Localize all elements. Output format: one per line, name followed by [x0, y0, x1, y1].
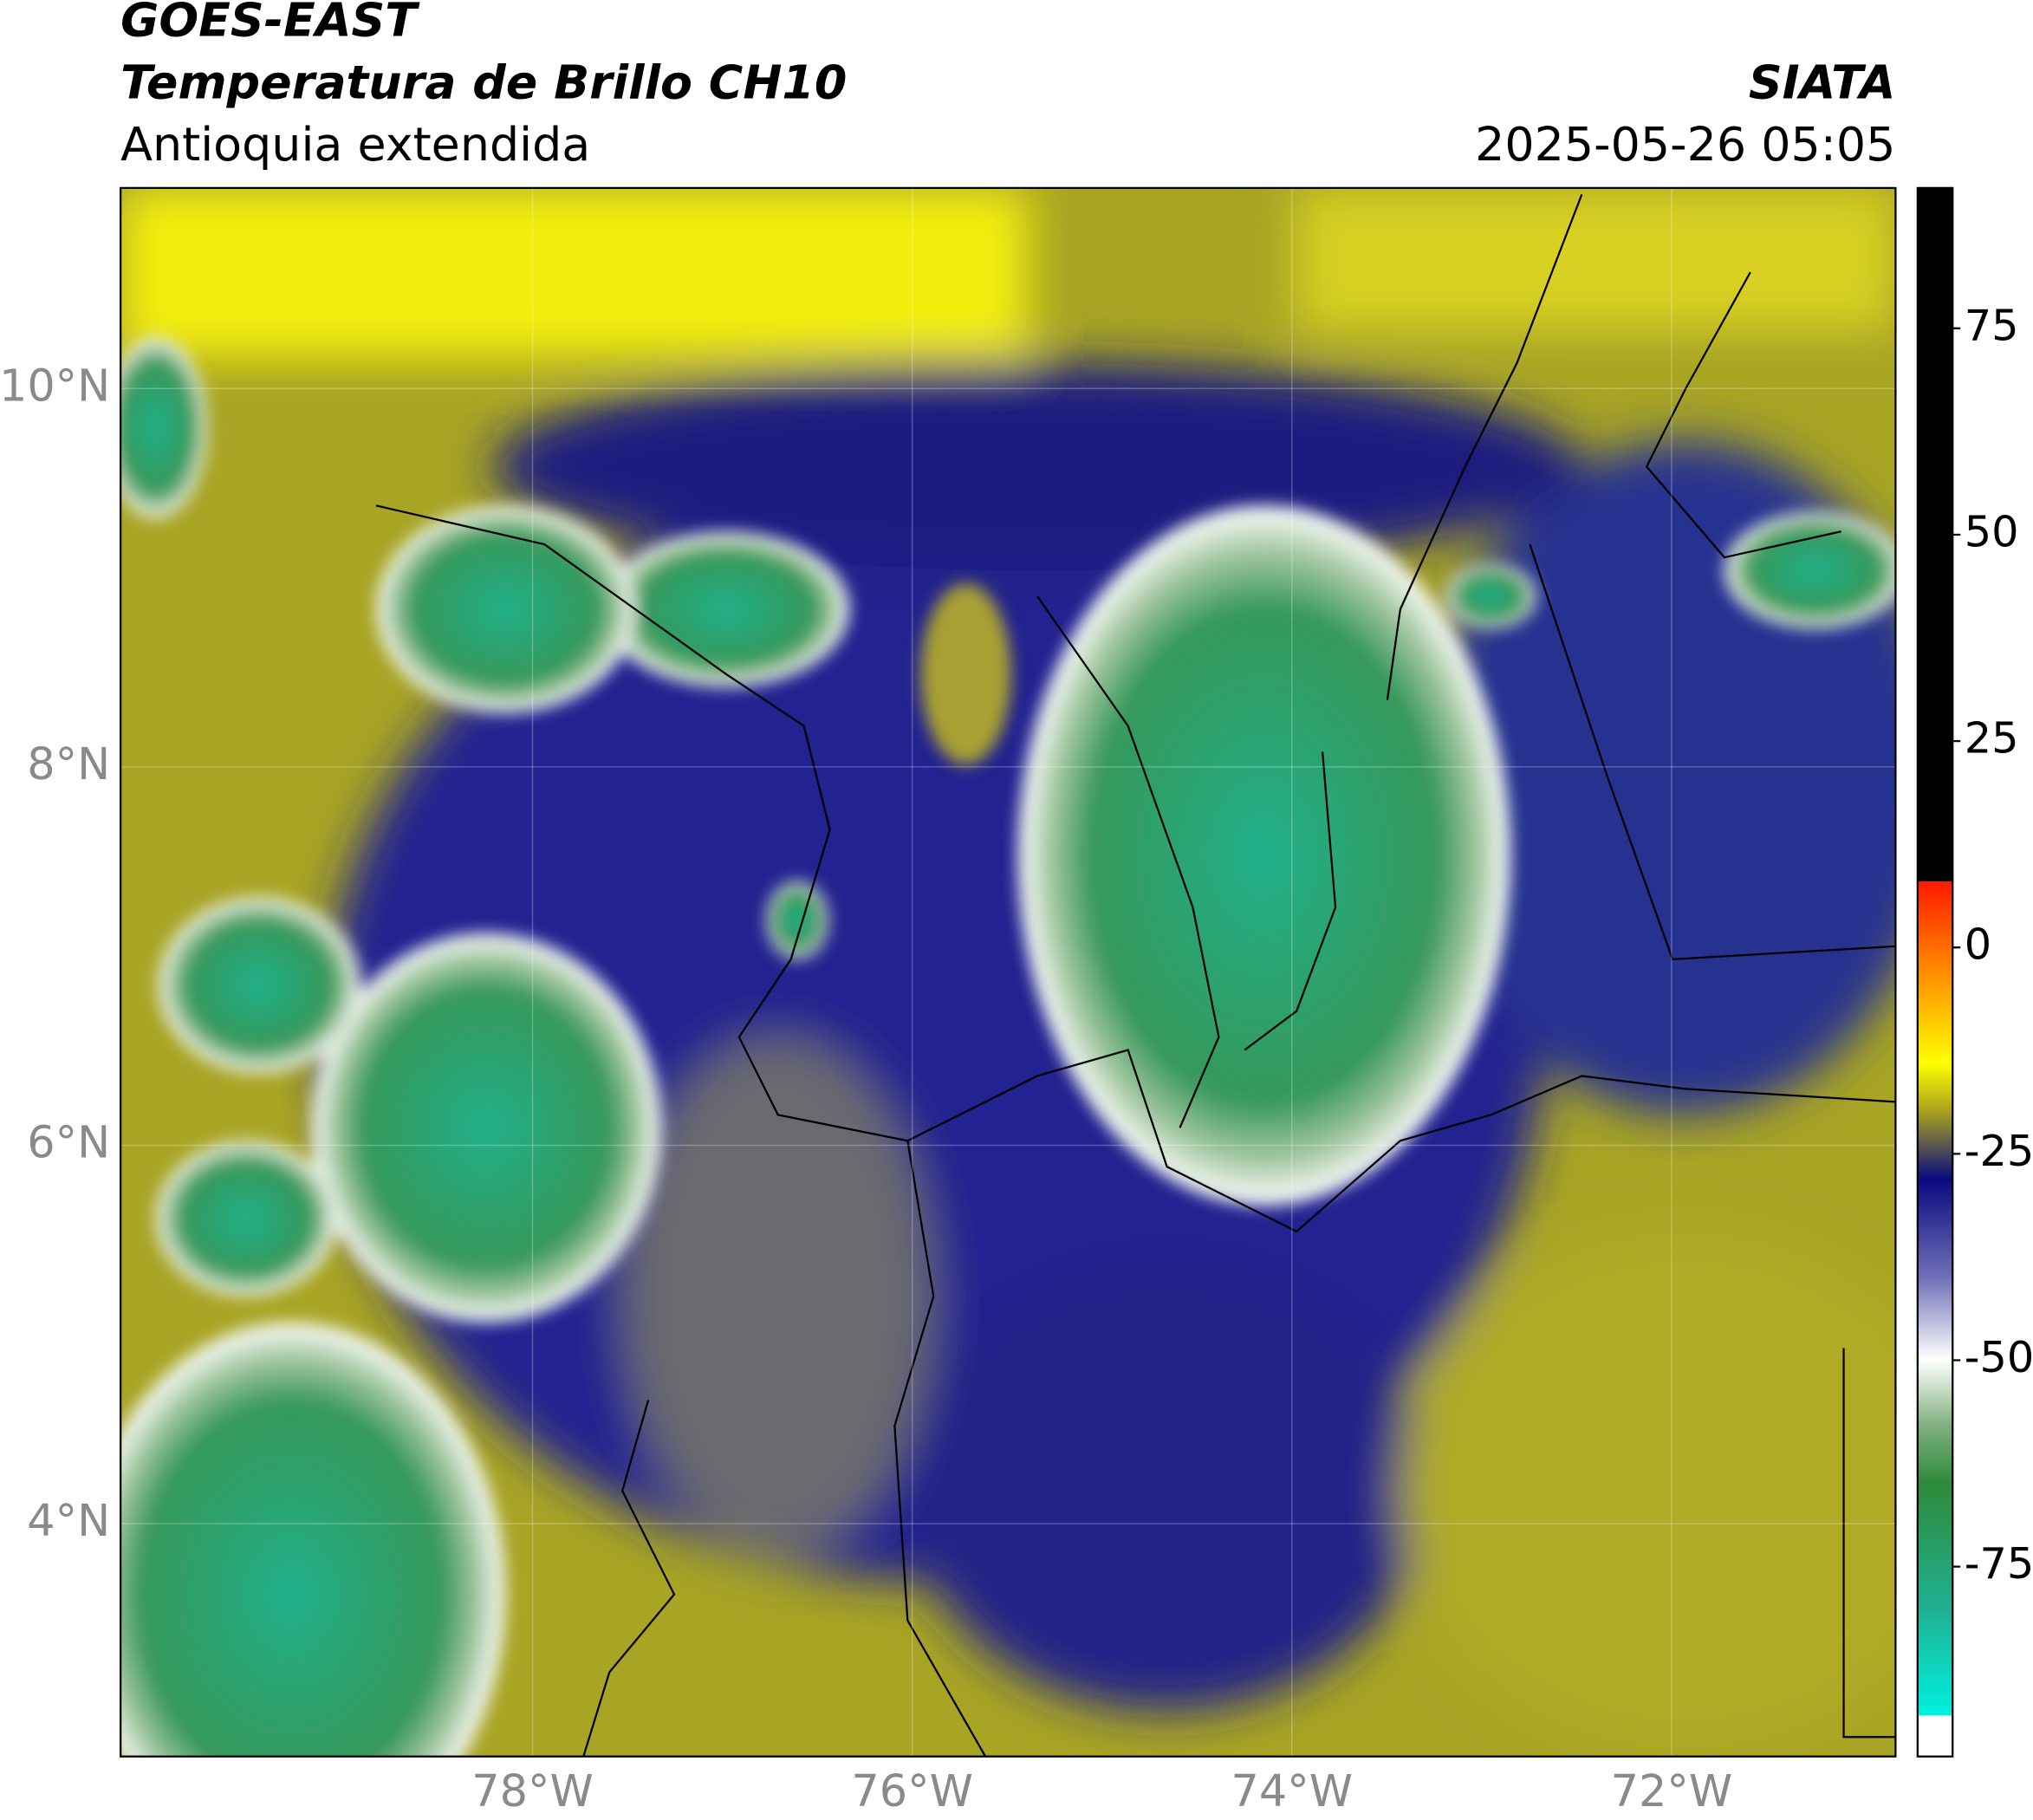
- borders: [375, 193, 1896, 1757]
- subtitle: Temperatura de Brillo CH10: [120, 55, 847, 109]
- source: SIATA: [1749, 55, 1896, 109]
- lon-label: 78°W: [471, 1765, 593, 1817]
- title: GOES-EAST: [120, 0, 420, 48]
- lat-label: 4°N: [27, 1495, 110, 1546]
- lat-label: 10°N: [0, 360, 110, 411]
- colorbar-label: 25: [1965, 713, 2019, 764]
- tick-labels: 10°N 8°N 6°N 4°N 78°W 76°W 74°W 72°W 75 50 25 0 -25 -…: [0, 300, 2033, 1817]
- colorbar-label: -75: [1965, 1538, 2033, 1589]
- graticule: [120, 187, 1896, 1757]
- colorbar-label: -50: [1965, 1332, 2033, 1382]
- region: Antioquia extendida: [120, 117, 590, 172]
- header: GOES-EAST Temperatura de Brillo CH10 Ant…: [120, 0, 1895, 172]
- colorbar-label: 75: [1965, 300, 2019, 350]
- lat-label: 6°N: [27, 1117, 110, 1168]
- lon-label: 72°W: [1611, 1765, 1732, 1817]
- lon-label: 76°W: [851, 1765, 972, 1817]
- lon-label: 74°W: [1231, 1765, 1353, 1817]
- colorbar-label: 0: [1965, 920, 1991, 970]
- datetime: 2025-05-26 05:05: [1475, 117, 1895, 172]
- map-frame: [120, 186, 1897, 1758]
- colorbar-label: 50: [1965, 506, 2019, 556]
- colorbar: [1916, 186, 1954, 1758]
- satellite-image: [120, 187, 1896, 1757]
- colorbar-label: -25: [1965, 1126, 2033, 1176]
- lat-label: 8°N: [27, 738, 110, 790]
